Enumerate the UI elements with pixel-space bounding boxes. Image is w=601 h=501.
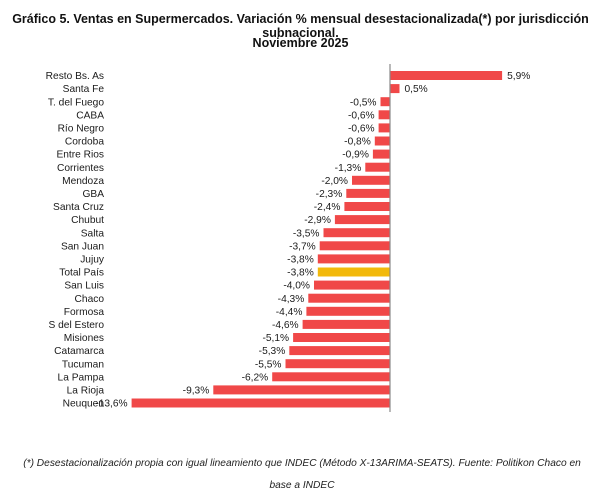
data-label: -2,9%: [304, 215, 331, 226]
bar: [317, 254, 390, 264]
category-label: GBA: [82, 189, 104, 200]
data-label: -5,1%: [262, 333, 289, 344]
data-label: -0,8%: [344, 137, 371, 148]
bar: [306, 306, 390, 316]
data-label: -5,5%: [255, 359, 282, 370]
category-label: Santa Cruz: [53, 202, 104, 213]
category-label: La Rioja: [67, 386, 105, 397]
data-label: -9,3%: [183, 386, 210, 397]
data-label: -4,3%: [278, 294, 305, 305]
data-label: -4,0%: [283, 281, 310, 292]
footnote-line-1: (*) Desestacionalización propia con igua…: [23, 458, 581, 469]
bar: [213, 385, 390, 395]
data-label: -5,3%: [259, 346, 286, 357]
data-label: -2,4%: [314, 202, 341, 213]
data-label: -13,6%: [95, 399, 127, 410]
bar: [289, 346, 390, 356]
data-label: -6,2%: [242, 372, 269, 383]
category-label: La Pampa: [58, 372, 105, 383]
data-label: -4,4%: [276, 307, 303, 318]
bar: [272, 372, 390, 382]
category-label: Total País: [59, 268, 104, 279]
category-label: Cordoba: [65, 137, 104, 148]
category-label: Salta: [81, 228, 105, 239]
category-label: San Luis: [64, 281, 104, 292]
category-label: Entre Rios: [56, 150, 104, 161]
bar: [293, 333, 390, 342]
category-label: Chubut: [71, 215, 104, 226]
data-label: -0,6%: [348, 110, 375, 121]
category-label: Neuquen: [63, 399, 104, 410]
bar: [344, 202, 390, 211]
bar: [374, 136, 390, 146]
data-label: -0,5%: [350, 97, 377, 108]
category-label: Misiones: [64, 333, 104, 344]
category-label: Corrientes: [57, 163, 104, 174]
data-label: -1,3%: [335, 163, 362, 174]
bar: [378, 123, 390, 133]
data-label: -4,6%: [272, 320, 299, 331]
category-label: Mendoza: [62, 176, 104, 187]
data-label: -3,8%: [287, 268, 314, 279]
data-label: -0,6%: [348, 124, 375, 135]
category-label: Formosa: [64, 307, 105, 318]
bar: [314, 280, 390, 290]
bar: [334, 215, 390, 225]
data-label: -3,8%: [287, 255, 314, 266]
category-label: Chaco: [75, 294, 105, 305]
chart-title: Gráfico 5. Ventas en Supermercados. Vari…: [12, 12, 589, 40]
bar: [380, 97, 390, 107]
category-label: Santa Fe: [63, 84, 105, 95]
category-label: Tucuman: [62, 359, 104, 370]
data-label: -2,3%: [316, 189, 343, 200]
bar: [352, 175, 390, 185]
category-label: CABA: [76, 110, 104, 121]
bar: [131, 398, 390, 408]
bar: [302, 319, 390, 329]
bar: [372, 149, 390, 159]
bar: [317, 267, 390, 277]
data-label: -0,9%: [342, 150, 369, 161]
chart-subtitle: Noviembre 2025: [252, 36, 349, 50]
data-label: -2,0%: [321, 176, 348, 187]
bar: [346, 188, 390, 198]
bar: [390, 84, 400, 94]
data-label: -3,5%: [293, 228, 320, 239]
data-label: -3,7%: [289, 241, 316, 252]
category-label: Río Negro: [58, 124, 105, 135]
category-label: San Juan: [61, 241, 104, 252]
footnote-line-2: base a INDEC: [269, 480, 335, 491]
data-label: 5,9%: [507, 71, 530, 82]
bar: [390, 71, 503, 80]
category-label: T. del Fuego: [48, 97, 104, 108]
category-label: Resto Bs. As: [46, 71, 104, 82]
data-label: 0,5%: [405, 84, 428, 95]
bar: [285, 359, 390, 369]
category-label: Jujuy: [80, 255, 105, 266]
category-label: Catamarca: [54, 346, 104, 357]
bar: [319, 241, 390, 251]
bar: [378, 110, 390, 120]
category-label: S del Estero: [49, 320, 105, 331]
bar: [308, 293, 390, 303]
bar: [365, 162, 390, 172]
bar: [323, 228, 390, 238]
